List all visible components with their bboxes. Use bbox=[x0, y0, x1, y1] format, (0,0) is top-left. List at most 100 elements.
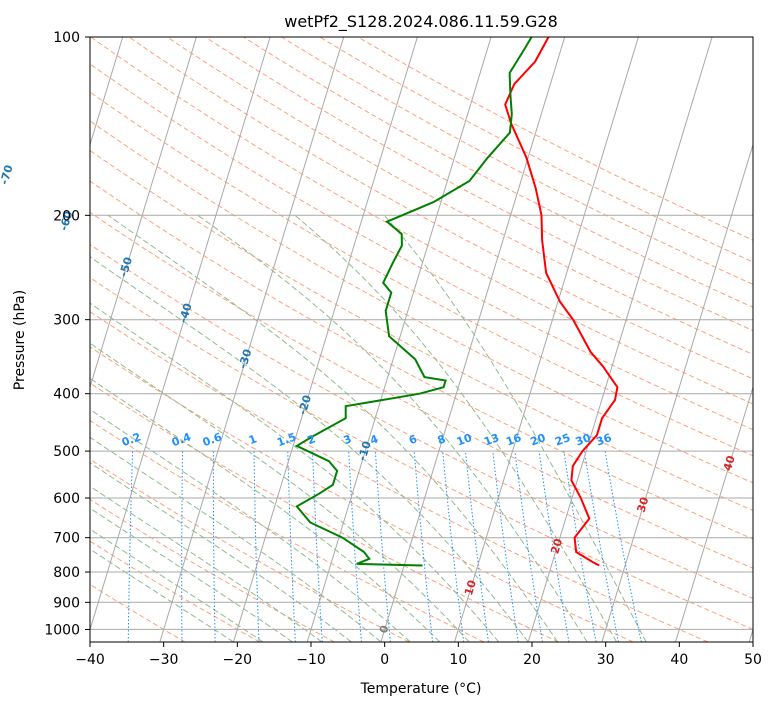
plot-area bbox=[90, 37, 753, 642]
isotherm-label: -40 bbox=[177, 301, 195, 324]
dry-adiabat bbox=[90, 91, 753, 457]
mixing-ratio-label: 3 bbox=[342, 432, 354, 447]
mixing-ratio-label: 6 bbox=[407, 432, 419, 447]
mixing-ratio-line bbox=[253, 451, 260, 642]
isotherm bbox=[675, 385, 753, 642]
y-tick-label: 600 bbox=[53, 491, 80, 507]
contour-labels: -100-90-80-70-60-50-40-30-20-10010203040… bbox=[0, 163, 738, 635]
isotherm-label: 0 bbox=[377, 623, 392, 634]
y-tick-label: 200 bbox=[53, 208, 80, 224]
isotherm-label: -30 bbox=[236, 347, 254, 370]
isotherm bbox=[159, 37, 345, 642]
y-axis-label: Pressure (hPa) bbox=[12, 290, 28, 390]
x-tick-label: 10 bbox=[449, 652, 467, 668]
mixing-ratio-label: 1 bbox=[247, 432, 259, 447]
dry-adiabat bbox=[243, 37, 753, 308]
mixing-ratio-label: 36 bbox=[594, 431, 613, 449]
chart-title: wetPf2_S128.2024.086.11.59.G28 bbox=[284, 12, 558, 32]
dry-adiabat bbox=[90, 149, 753, 512]
moist-adiabat bbox=[90, 408, 411, 642]
moist-adiabat bbox=[294, 214, 618, 642]
mixing-ratio-line bbox=[465, 451, 489, 642]
moist-adiabat bbox=[90, 485, 323, 642]
dry-adiabat bbox=[90, 180, 753, 540]
mixing-ratio-line bbox=[312, 451, 323, 642]
x-tick-label: −20 bbox=[223, 652, 253, 668]
x-tick-label: 20 bbox=[523, 652, 541, 668]
moist-adiabat bbox=[107, 214, 559, 642]
mixing-ratio-line bbox=[442, 451, 465, 642]
dry-adiabat bbox=[90, 458, 410, 642]
moist-adiabat bbox=[90, 548, 234, 642]
mixing-ratio-line bbox=[374, 451, 391, 642]
y-tick-label: 900 bbox=[53, 595, 80, 611]
moist-adiabat bbox=[90, 507, 293, 642]
mixing-ratio-label: 0.6 bbox=[201, 430, 224, 449]
x-tick-label: 40 bbox=[670, 652, 688, 668]
mixing-ratio-label: 0.2 bbox=[120, 430, 143, 449]
x-tick-label: 0 bbox=[380, 652, 389, 668]
dry-adiabat bbox=[319, 37, 753, 263]
isotherm bbox=[90, 37, 271, 632]
dry-adiabat bbox=[90, 346, 634, 642]
moist-adiabat bbox=[90, 528, 264, 642]
dry-adiabat bbox=[90, 311, 709, 642]
y-tick-label: 1000 bbox=[44, 622, 80, 638]
isotherm-label: 10 bbox=[462, 578, 479, 597]
isotherm-label: -60 bbox=[57, 209, 75, 232]
moist-adiabat bbox=[90, 377, 441, 642]
y-axis: 100 200 300 400 500 600 700 800 900 1000 bbox=[44, 30, 90, 638]
dry-adiabat bbox=[90, 498, 335, 642]
isotherm-label: -10 bbox=[356, 439, 374, 462]
isotherm bbox=[380, 37, 566, 642]
mixing-ratio-label: 1.5 bbox=[275, 430, 298, 449]
mixing-ratio-line bbox=[413, 451, 434, 642]
dry-adiabat bbox=[90, 419, 485, 642]
mixing-ratio-line bbox=[514, 451, 543, 642]
mixing-ratio-line bbox=[563, 451, 597, 642]
isotherm bbox=[90, 37, 197, 389]
mixing-ratio-line bbox=[538, 451, 570, 642]
plot-frame bbox=[89, 36, 754, 643]
mixing-ratio-line bbox=[604, 451, 642, 642]
dry-adiabat bbox=[90, 243, 753, 599]
moist-adiabat bbox=[90, 302, 500, 642]
isotherm bbox=[90, 37, 124, 147]
dry-adiabat bbox=[205, 37, 753, 332]
x-tick-label: 30 bbox=[597, 652, 615, 668]
y-tick-label: 400 bbox=[53, 387, 80, 403]
isotherm bbox=[601, 142, 753, 642]
mixing-ratio-label: 2 bbox=[306, 432, 318, 447]
x-tick-label: −40 bbox=[75, 652, 105, 668]
moist-adiabat bbox=[90, 256, 529, 642]
mixing-ratio-label: 25 bbox=[553, 431, 572, 448]
y-tick-label: 500 bbox=[53, 444, 80, 460]
moist-adiabat bbox=[90, 462, 352, 642]
dry-adiabat bbox=[128, 37, 753, 380]
mixing-ratio-line bbox=[212, 451, 216, 642]
isotherm-label: -20 bbox=[296, 393, 314, 416]
x-axis-label: Temperature (°C) bbox=[360, 681, 482, 697]
mixing-ratio-line bbox=[492, 451, 519, 642]
mixing-ratio-line bbox=[583, 451, 619, 642]
isotherm-label: 40 bbox=[721, 454, 738, 473]
mixing-ratio-label: 13 bbox=[482, 431, 501, 448]
mixing-ratio-label: 30 bbox=[574, 431, 593, 449]
y-tick-label: 700 bbox=[53, 531, 80, 547]
dry-adiabat bbox=[90, 276, 753, 630]
dry-adiabat bbox=[357, 37, 753, 241]
isotherm-label: 20 bbox=[548, 537, 565, 556]
x-axis: −40 −30 −20 −10 0 10 20 30 40 50 bbox=[75, 642, 762, 668]
dry-adiabat bbox=[90, 37, 753, 405]
dry-adiabat bbox=[90, 63, 753, 431]
y-tick-label: 800 bbox=[53, 565, 80, 581]
isotherm bbox=[527, 37, 713, 642]
mixing-ratio-label: 0.4 bbox=[170, 430, 193, 449]
mixing-ratio-label: 20 bbox=[529, 431, 548, 449]
mixing-ratio-label: 4 bbox=[368, 432, 380, 447]
temperature-line bbox=[504, 37, 619, 567]
moist-adiabat bbox=[197, 214, 588, 642]
dry-adiabat bbox=[90, 382, 559, 642]
dry-adiabat bbox=[90, 211, 753, 569]
